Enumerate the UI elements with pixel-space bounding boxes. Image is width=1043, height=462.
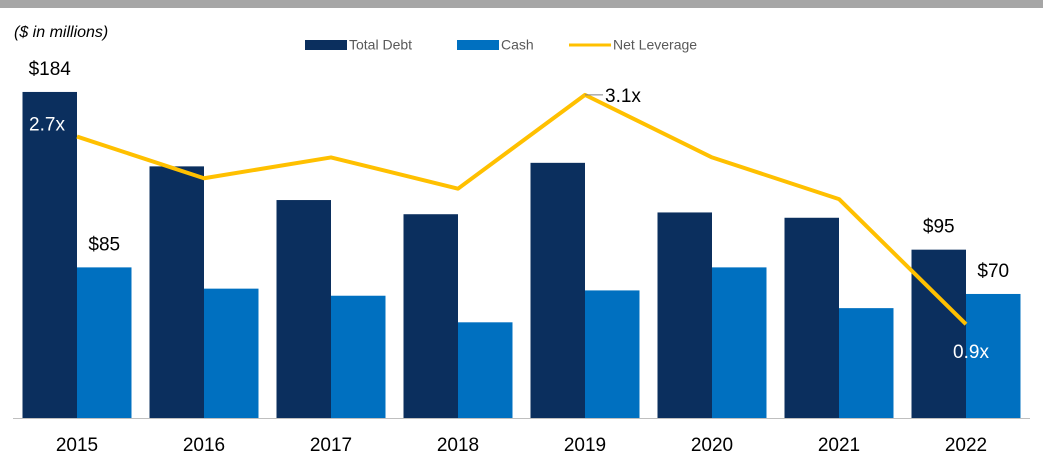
x-tick-label: 2015 (56, 435, 98, 456)
legend-swatch (457, 40, 499, 50)
bar (204, 288, 259, 418)
data-label: $70 (977, 261, 1009, 282)
line (76, 92, 968, 326)
bar (77, 267, 132, 418)
bar (712, 267, 767, 418)
x-tick-label: 2016 (183, 435, 225, 456)
bar (403, 214, 458, 418)
data-label: 3.1x (605, 86, 641, 107)
bar (585, 290, 640, 418)
x-tick-label: 2021 (818, 435, 860, 456)
bar (966, 293, 1021, 418)
bar (22, 91, 77, 419)
x-tick-label: 2022 (945, 435, 987, 456)
data-label: $184 (29, 59, 72, 80)
bar (839, 308, 894, 418)
data-label: $85 (88, 234, 120, 255)
legend-swatch (305, 40, 347, 50)
bar (530, 162, 585, 418)
bar (911, 249, 966, 418)
legend-label: Total Debt (349, 37, 412, 53)
data-label: 2.7x (29, 115, 65, 136)
legend-label: Cash (501, 37, 534, 53)
bar (149, 166, 204, 418)
top-rule (0, 0, 1043, 8)
x-tick-label: 2017 (310, 435, 352, 456)
x-tick-label: 2020 (691, 435, 733, 456)
bar (276, 200, 331, 418)
x-tick-label: 2018 (437, 435, 479, 456)
bar (784, 217, 839, 418)
bar (657, 212, 712, 418)
bar (331, 295, 386, 418)
data-label: $95 (923, 217, 955, 238)
x-tick-label: 2019 (564, 435, 606, 456)
bar (458, 322, 513, 418)
chart-subtitle: ($ in millions) (14, 24, 108, 41)
legend-label: Net Leverage (613, 37, 697, 53)
data-label: 0.9x (953, 342, 989, 363)
